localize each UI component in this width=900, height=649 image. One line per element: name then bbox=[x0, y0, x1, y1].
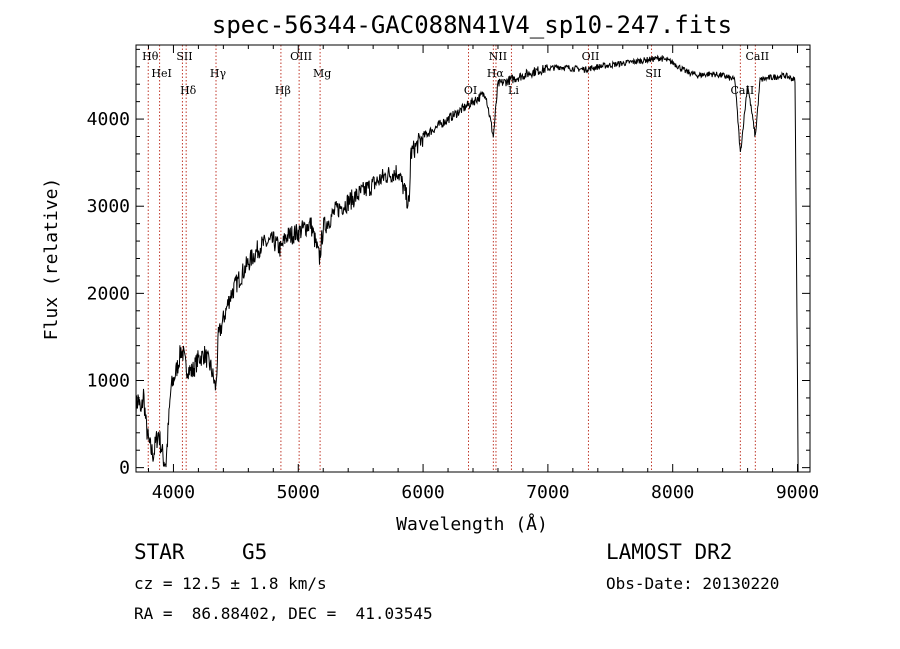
spectral-line-markers bbox=[147, 45, 756, 472]
x-tick-label: 4000 bbox=[152, 482, 195, 503]
observation-date: Obs-Date: 20130220 bbox=[606, 574, 780, 593]
x-axis-label: Wavelength (Å) bbox=[396, 513, 548, 535]
y-tick-label: 4000 bbox=[87, 109, 130, 130]
y-axis-ticks: 0 1000 2000 3000 4000 bbox=[87, 48, 810, 479]
coordinates: RA = 86.88402, DEC = 41.03545 bbox=[134, 604, 433, 623]
x-tick-label: 5000 bbox=[277, 482, 320, 503]
redshift-value: cz = 12.5 ± 1.8 km/s bbox=[134, 574, 327, 593]
survey-name: LAMOST DR2 bbox=[606, 540, 733, 564]
x-tick-label: 9000 bbox=[776, 482, 819, 503]
y-tick-label: 1000 bbox=[87, 371, 130, 392]
line-label-sii: SII bbox=[645, 67, 661, 80]
y-tick-label: 2000 bbox=[87, 283, 130, 304]
line-label-mg: Mg bbox=[313, 67, 331, 80]
spectrum-series-line bbox=[136, 54, 799, 472]
line-label-sii: SII bbox=[176, 50, 192, 63]
x-tick-label: 7000 bbox=[526, 482, 569, 503]
spectral-subclass: G5 bbox=[242, 540, 268, 564]
line-label-li: Li bbox=[508, 84, 519, 97]
line-label-oi: OI bbox=[464, 84, 477, 97]
x-axis-ticks: 4000 5000 6000 7000 8000 9000 bbox=[147, 45, 819, 503]
line-label-hδ: Hδ bbox=[180, 84, 197, 97]
y-tick-label: 3000 bbox=[87, 196, 130, 217]
line-label-oiii: OIII bbox=[290, 50, 312, 63]
object-class: STAR bbox=[134, 540, 185, 564]
line-label-hei: HeI bbox=[151, 67, 171, 80]
chart-title: spec-56344-GAC088N41V4_sp10-247.fits bbox=[212, 11, 732, 39]
line-label-hα: Hα bbox=[487, 67, 505, 80]
y-tick-label: 0 bbox=[119, 458, 130, 479]
x-tick-label: 6000 bbox=[401, 482, 444, 503]
y-axis-label: Flux (relative) bbox=[41, 178, 62, 341]
plot-frame bbox=[135, 44, 811, 473]
line-label-hβ: Hβ bbox=[275, 84, 291, 97]
line-label-oii: OII bbox=[582, 50, 600, 63]
line-label-caii: CaII bbox=[745, 50, 769, 63]
line-label-hθ: Hθ bbox=[142, 50, 159, 63]
line-label-nii: NII bbox=[489, 50, 507, 63]
line-label-hγ: Hγ bbox=[210, 67, 227, 80]
line-label-caii: CaII bbox=[731, 84, 755, 97]
x-tick-label: 8000 bbox=[651, 482, 694, 503]
